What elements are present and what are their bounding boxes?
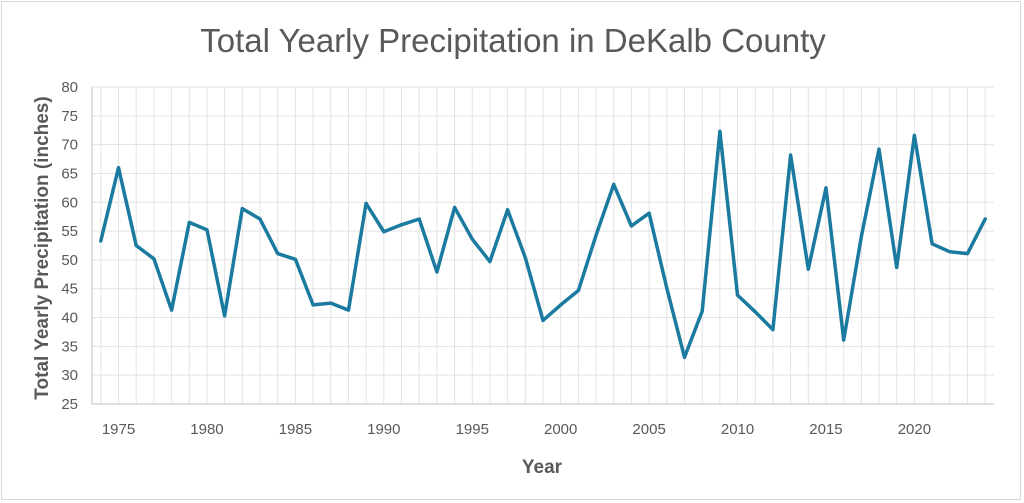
data-point [700, 309, 704, 313]
y-tick-label: 65 [61, 165, 78, 182]
x-tick-label: 1995 [456, 421, 489, 438]
data-point [948, 250, 952, 254]
chart-title: Total Yearly Precipitation in DeKalb Cou… [200, 22, 826, 59]
data-point [541, 318, 545, 323]
data-point [488, 260, 492, 264]
y-tick-label: 70 [61, 137, 78, 154]
data-point [983, 217, 987, 221]
data-point [789, 153, 793, 157]
data-point [417, 217, 421, 221]
x-tick-label: 1980 [190, 421, 223, 438]
y-tick-label: 40 [61, 310, 78, 327]
data-point [240, 207, 244, 211]
data-point [594, 233, 598, 237]
data-point [205, 228, 209, 232]
y-tick-label: 35 [61, 338, 78, 355]
x-axis-title: Year [522, 457, 563, 478]
data-point [399, 223, 404, 227]
gridlines [92, 86, 994, 405]
y-tick-label: 25 [61, 396, 78, 413]
y-tick-label: 60 [61, 194, 78, 211]
y-tick-label: 30 [61, 367, 78, 384]
data-point [682, 355, 687, 359]
data-point [753, 310, 757, 314]
data-point [329, 301, 333, 305]
data-point [559, 303, 563, 307]
x-tick-label: 1990 [367, 421, 400, 438]
data-point [912, 133, 917, 138]
data-point [116, 166, 121, 170]
data-point [930, 242, 934, 246]
data-point [187, 220, 191, 225]
y-tick-label: 75 [61, 108, 78, 125]
x-tick-label: 1985 [279, 421, 312, 438]
data-point [965, 251, 970, 256]
data-point [895, 265, 899, 270]
x-tick-label: 2005 [632, 421, 665, 438]
data-point [824, 186, 828, 190]
data-point [718, 129, 722, 133]
data-point [152, 257, 156, 261]
y-tick-label: 55 [61, 223, 78, 240]
data-point [470, 237, 474, 241]
data-point [806, 267, 810, 271]
x-tick-label: 1975 [102, 421, 135, 438]
x-tick-label: 2015 [809, 421, 842, 438]
axes [91, 87, 994, 405]
y-tick-label: 80 [61, 79, 78, 96]
data-point [877, 147, 881, 151]
data-point [276, 251, 280, 256]
data-point [523, 256, 527, 260]
data-point [258, 217, 262, 221]
data-point [842, 338, 846, 342]
x-tick-label: 2010 [721, 421, 754, 438]
data-point [506, 208, 510, 212]
data-point [771, 328, 775, 332]
data-point [612, 182, 616, 187]
y-tick-label: 50 [61, 252, 78, 269]
data-point [99, 239, 103, 243]
x-tick-label: 2000 [544, 421, 577, 438]
data-point [665, 286, 669, 290]
data-point [735, 293, 740, 297]
data-point [346, 308, 351, 312]
y-tick-label: 45 [61, 281, 78, 298]
data-point [134, 243, 138, 248]
data-point [223, 314, 227, 318]
y-axis-title: Total Yearly Precipitation (inches) [32, 96, 53, 399]
x-tick-label: 2020 [898, 421, 931, 438]
data-point [647, 211, 651, 215]
data-point [629, 224, 634, 228]
data-point [382, 230, 386, 234]
data-point [311, 303, 315, 307]
data-point [576, 288, 580, 293]
data-point [293, 257, 297, 261]
data-point [169, 308, 174, 312]
data-point [364, 201, 368, 206]
tick-labels: 25 30 35 40 45 50 55 60 65 70 75 80 1975 1980 1985 1990… [61, 79, 931, 438]
data-point [452, 205, 457, 210]
data-point [859, 234, 863, 238]
data-point [435, 270, 439, 274]
series-layer [99, 129, 987, 360]
